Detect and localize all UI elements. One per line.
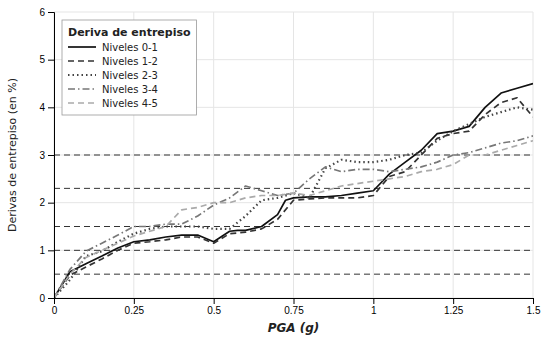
series-line	[54, 141, 533, 298]
tick-label: 1.5	[527, 305, 541, 316]
tick-label: 2	[39, 197, 45, 208]
legend-label: Niveles 3-4	[102, 84, 158, 95]
grid-line-y	[54, 250, 533, 251]
threshold-line	[54, 274, 533, 275]
tick: 4	[39, 102, 54, 113]
tick-mark	[533, 298, 534, 304]
tick: 0.25	[125, 298, 145, 316]
tick-label: 0	[52, 305, 58, 316]
tick: 1.5	[527, 298, 541, 316]
legend-swatch	[68, 102, 96, 104]
tick: 0	[52, 298, 58, 316]
grid-line-y	[54, 155, 533, 156]
tick: 1	[371, 298, 377, 316]
series-line	[54, 136, 533, 298]
x-axis-title: PGA (g)	[268, 321, 320, 335]
y-axis-title: Derivas de entrepiso (en %)	[6, 78, 19, 232]
tick: 1	[39, 245, 54, 256]
threshold-line	[54, 226, 533, 227]
tick-mark	[48, 60, 54, 61]
tick-label: 4	[39, 102, 45, 113]
grid-line-y	[54, 12, 533, 13]
tick-mark	[48, 107, 54, 108]
tick-label: 3	[39, 150, 45, 161]
tick: 3	[39, 150, 54, 161]
legend-swatch	[68, 46, 96, 48]
tick-mark	[48, 203, 54, 204]
tick-label: 6	[39, 7, 45, 18]
series-line	[54, 98, 533, 298]
chart: 0 0.25 0.5 0.75 1 1.25 1.5 0 1 2 3 4 5 6 PGA (g) Deriva…	[0, 0, 551, 340]
threshold-line	[54, 155, 533, 156]
legend: Deriva de entrepiso Niveles 0-1 Niveles 1-…	[62, 20, 197, 115]
x-axis: 0 0.25 0.5 0.75 1 1.25 1.5	[52, 298, 541, 316]
plot-area	[54, 84, 533, 299]
legend-label: Niveles 0-1	[102, 42, 158, 53]
tick-label: 0	[39, 293, 45, 304]
tick-mark	[373, 298, 374, 304]
axis-line	[48, 13, 55, 299]
tick: 0.5	[207, 298, 221, 316]
tick-mark	[48, 250, 54, 251]
tick-label: 1	[371, 305, 377, 316]
axis-line	[55, 299, 534, 305]
tick-label: 0.75	[284, 305, 304, 316]
tick-mark	[48, 12, 54, 13]
legend-box	[62, 20, 197, 115]
tick: 6	[39, 7, 54, 18]
series-line	[54, 107, 533, 298]
tick: 0.75	[284, 298, 304, 316]
threshold-line	[54, 188, 533, 189]
grid	[54, 12, 533, 298]
legend-label: Niveles 1-2	[102, 56, 158, 67]
threshold-line	[54, 250, 533, 251]
tick-label: 1.25	[444, 305, 464, 316]
tick-label: 0.5	[207, 305, 221, 316]
legend-swatch	[68, 88, 96, 90]
tick-mark	[48, 298, 54, 299]
tick: 0	[39, 293, 54, 304]
series-line	[54, 84, 533, 299]
tick-mark	[453, 298, 454, 304]
tick: 1.25	[444, 298, 464, 316]
tick-mark	[48, 155, 54, 156]
tick-mark	[214, 298, 215, 304]
tick-mark	[294, 298, 295, 304]
legend-title: Deriva de entrepiso	[68, 26, 191, 39]
tick-label: 5	[39, 54, 45, 65]
grid-line-y	[54, 202, 533, 203]
tick: 5	[39, 54, 54, 65]
legend-swatch	[68, 60, 96, 62]
tick-label: 1	[39, 245, 45, 256]
tick-mark	[134, 298, 135, 304]
legend-label: Niveles 2-3	[102, 70, 158, 81]
tick: 2	[39, 197, 54, 208]
legend-label: Niveles 4-5	[102, 98, 158, 109]
legend-swatch	[68, 74, 96, 76]
tick-label: 0.25	[125, 305, 145, 316]
y-axis: 0 1 2 3 4 5 6	[39, 7, 54, 304]
